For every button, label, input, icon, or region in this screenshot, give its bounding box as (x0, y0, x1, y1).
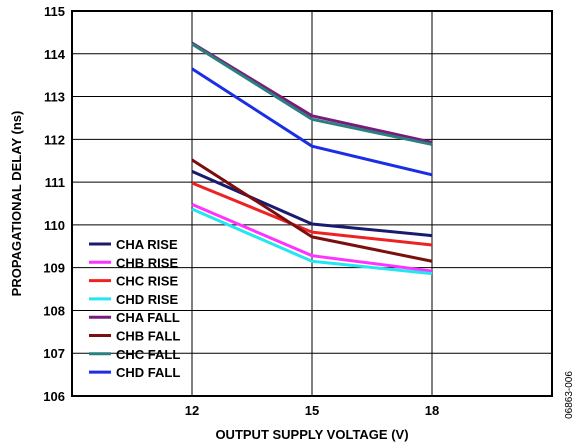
series-line (191, 181, 433, 247)
legend-item: CHD FALL (89, 365, 180, 380)
legend-item: CHC RISE (89, 274, 178, 289)
legend-label: CHB FALL (116, 329, 180, 344)
y-tick-label: 106 (43, 389, 65, 404)
legend-label: CHC RISE (116, 274, 178, 289)
y-tick-label: 109 (43, 261, 65, 276)
legend-item: CHA FALL (89, 310, 180, 325)
legend-label: CHA RISE (116, 237, 178, 252)
legend-label: CHC FALL (116, 347, 180, 362)
plot-frame (71, 10, 553, 397)
y-tick-label: 110 (44, 218, 65, 233)
legend-label: CHD RISE (116, 292, 178, 307)
legend-item: CHD RISE (89, 292, 178, 307)
legend-item: CHB RISE (89, 255, 178, 270)
legend-item: CHA RISE (89, 237, 178, 252)
legend-label: CHA FALL (116, 310, 180, 325)
legend-item: CHC FALL (89, 347, 180, 362)
figure-id: 06863-006 (564, 371, 575, 419)
series-line (191, 158, 433, 263)
x-tick-label: 15 (305, 403, 319, 418)
y-tick-label: 115 (44, 4, 65, 19)
x-axis-title: OUTPUT SUPPLY VOLTAGE (V) (215, 427, 408, 442)
y-tick-label: 113 (44, 90, 65, 105)
legend: CHA RISE CHB RISE CHC RISE CHD RISE CHA FALL… (89, 237, 180, 380)
y-tick-label: 107 (43, 346, 65, 361)
x-tick-label: 18 (425, 403, 439, 418)
x-tick-label: 12 (185, 403, 199, 418)
y-axis-ticks: 106 107 108 109 110 111 112 113 114 115 (43, 4, 65, 404)
grid (72, 11, 552, 396)
legend-item: CHB FALL (89, 329, 180, 344)
x-axis-ticks: 12 15 18 (185, 403, 439, 418)
y-tick-label: 111 (45, 175, 65, 190)
series-line (191, 170, 433, 238)
legend-label: CHD FALL (116, 365, 180, 380)
series-line (191, 42, 433, 146)
series-line (191, 202, 433, 273)
y-axis-title: PROPAGATIONAL DELAY (ns) (9, 111, 24, 297)
series-line (191, 207, 433, 276)
y-tick-label: 108 (43, 303, 65, 318)
series-lines (191, 41, 433, 276)
series-line (191, 67, 433, 177)
y-tick-label: 114 (44, 47, 66, 62)
y-tick-label: 112 (44, 132, 65, 147)
legend-label: CHB RISE (116, 255, 178, 270)
